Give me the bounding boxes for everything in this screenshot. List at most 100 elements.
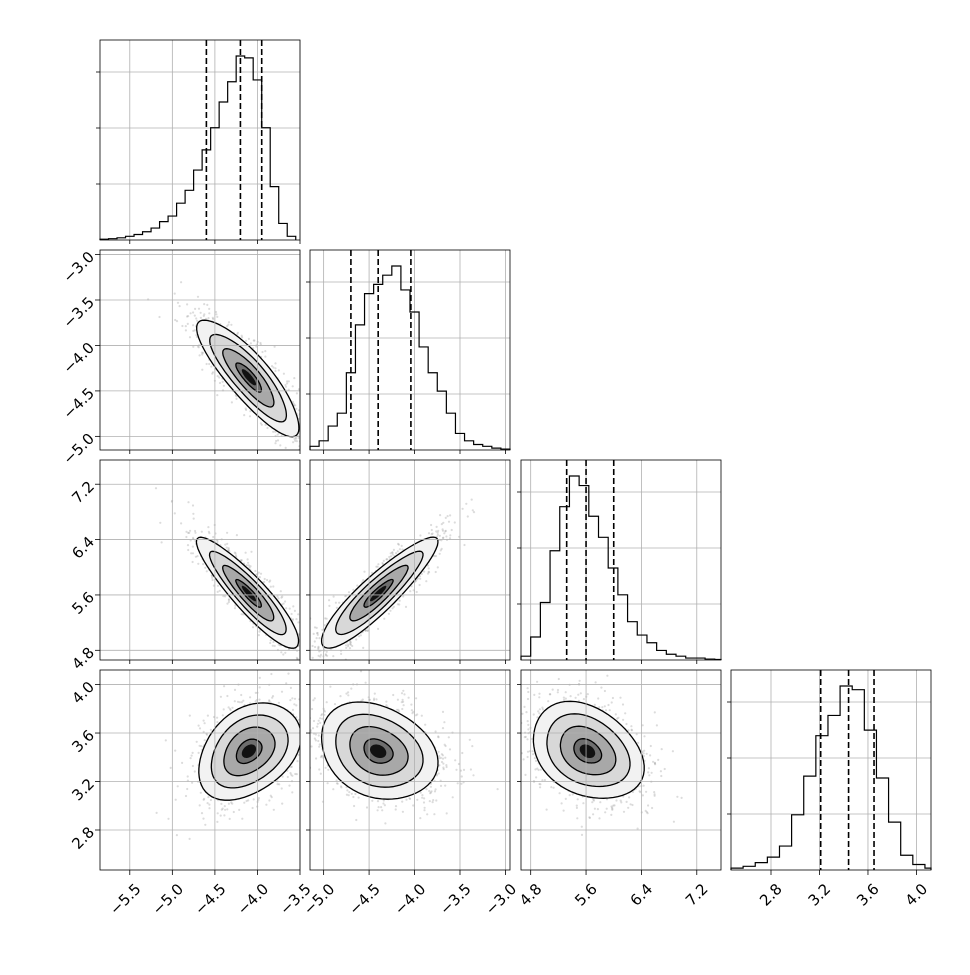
sample-point (283, 373, 285, 375)
sample-point (304, 445, 306, 447)
sample-point (235, 398, 237, 400)
sample-point (191, 755, 193, 757)
sample-point (312, 657, 314, 659)
sample-point (377, 563, 379, 565)
sample-point (284, 600, 286, 602)
sample-point (192, 513, 194, 515)
sample-point (286, 453, 288, 455)
sample-point (159, 522, 161, 524)
sample-point (319, 661, 321, 663)
sample-point (305, 416, 307, 418)
sample-point (201, 369, 203, 371)
sample-point (305, 721, 307, 723)
sample-point (198, 725, 200, 727)
sample-point (187, 323, 189, 325)
sample-point (220, 696, 222, 698)
sample-point (305, 773, 307, 775)
sample-point (303, 445, 305, 447)
sample-point (192, 346, 194, 348)
sample-point (237, 332, 239, 334)
sample-point (246, 564, 248, 566)
sample-point (196, 555, 198, 557)
sample-point (317, 634, 319, 636)
sample-point (298, 754, 300, 756)
sample-point (186, 315, 188, 317)
sample-point (321, 629, 323, 631)
sample-point (295, 662, 297, 664)
sample-point (336, 607, 338, 609)
sample-point (277, 597, 279, 599)
sample-point (226, 547, 228, 549)
sample-point (437, 566, 439, 568)
sample-point (304, 667, 306, 669)
sample-point (199, 354, 201, 356)
sample-point (335, 602, 337, 604)
sample-point (442, 530, 444, 532)
sample-point (449, 537, 451, 539)
sample-point (200, 312, 202, 314)
sample-point (428, 571, 430, 573)
sample-point (274, 645, 276, 647)
sample-point (465, 503, 467, 505)
sample-point (304, 402, 306, 404)
sample-point (314, 626, 316, 628)
sample-point (326, 651, 328, 653)
marginal-histogram-2 (517, 460, 721, 660)
sample-point (291, 775, 293, 777)
sample-point (304, 440, 306, 442)
sample-point (211, 373, 213, 375)
sample-point (220, 815, 222, 817)
sample-point (206, 363, 208, 365)
sample-point (224, 544, 226, 546)
sample-point (416, 591, 418, 593)
sample-point (203, 303, 205, 305)
sample-point (305, 413, 307, 415)
sample-point (301, 655, 303, 657)
sample-point (192, 546, 194, 548)
sample-point (301, 654, 303, 656)
sample-point (318, 667, 320, 669)
sample-point (285, 660, 287, 662)
sample-point (279, 444, 281, 446)
sample-point (449, 514, 451, 516)
sample-point (291, 613, 293, 615)
sample-point (243, 414, 245, 416)
sample-point (304, 761, 306, 763)
sample-point (294, 698, 296, 700)
sample-point (435, 571, 437, 573)
sample-point (328, 605, 330, 607)
sample-point (290, 668, 292, 670)
sample-point (186, 303, 188, 305)
sample-point (189, 838, 191, 840)
sample-point (179, 305, 181, 307)
sample-point (439, 553, 441, 555)
sample-point (399, 600, 401, 602)
sample-point (326, 655, 328, 657)
sample-point (259, 342, 261, 344)
sample-point (224, 809, 226, 811)
sample-point (289, 608, 291, 610)
sample-point (241, 336, 243, 338)
sample-point (304, 627, 306, 629)
sample-point (221, 809, 223, 811)
sample-point (217, 591, 219, 593)
sample-point (419, 534, 421, 536)
sample-point (312, 645, 314, 647)
sample-point (192, 311, 194, 313)
sample-point (175, 799, 177, 801)
sample-point (428, 532, 430, 534)
pair-panel-2-1 (287, 460, 511, 690)
sample-point (405, 606, 407, 608)
sample-point (219, 382, 221, 384)
sample-point (305, 655, 307, 657)
sample-point (317, 646, 319, 648)
sample-point (194, 530, 196, 532)
sample-point (345, 647, 347, 649)
sample-point (274, 367, 276, 369)
sample-point (272, 645, 274, 647)
sample-point (272, 366, 274, 368)
sample-point (156, 812, 158, 814)
sample-point (307, 462, 309, 464)
sample-point (207, 796, 209, 798)
sample-point (289, 772, 291, 774)
